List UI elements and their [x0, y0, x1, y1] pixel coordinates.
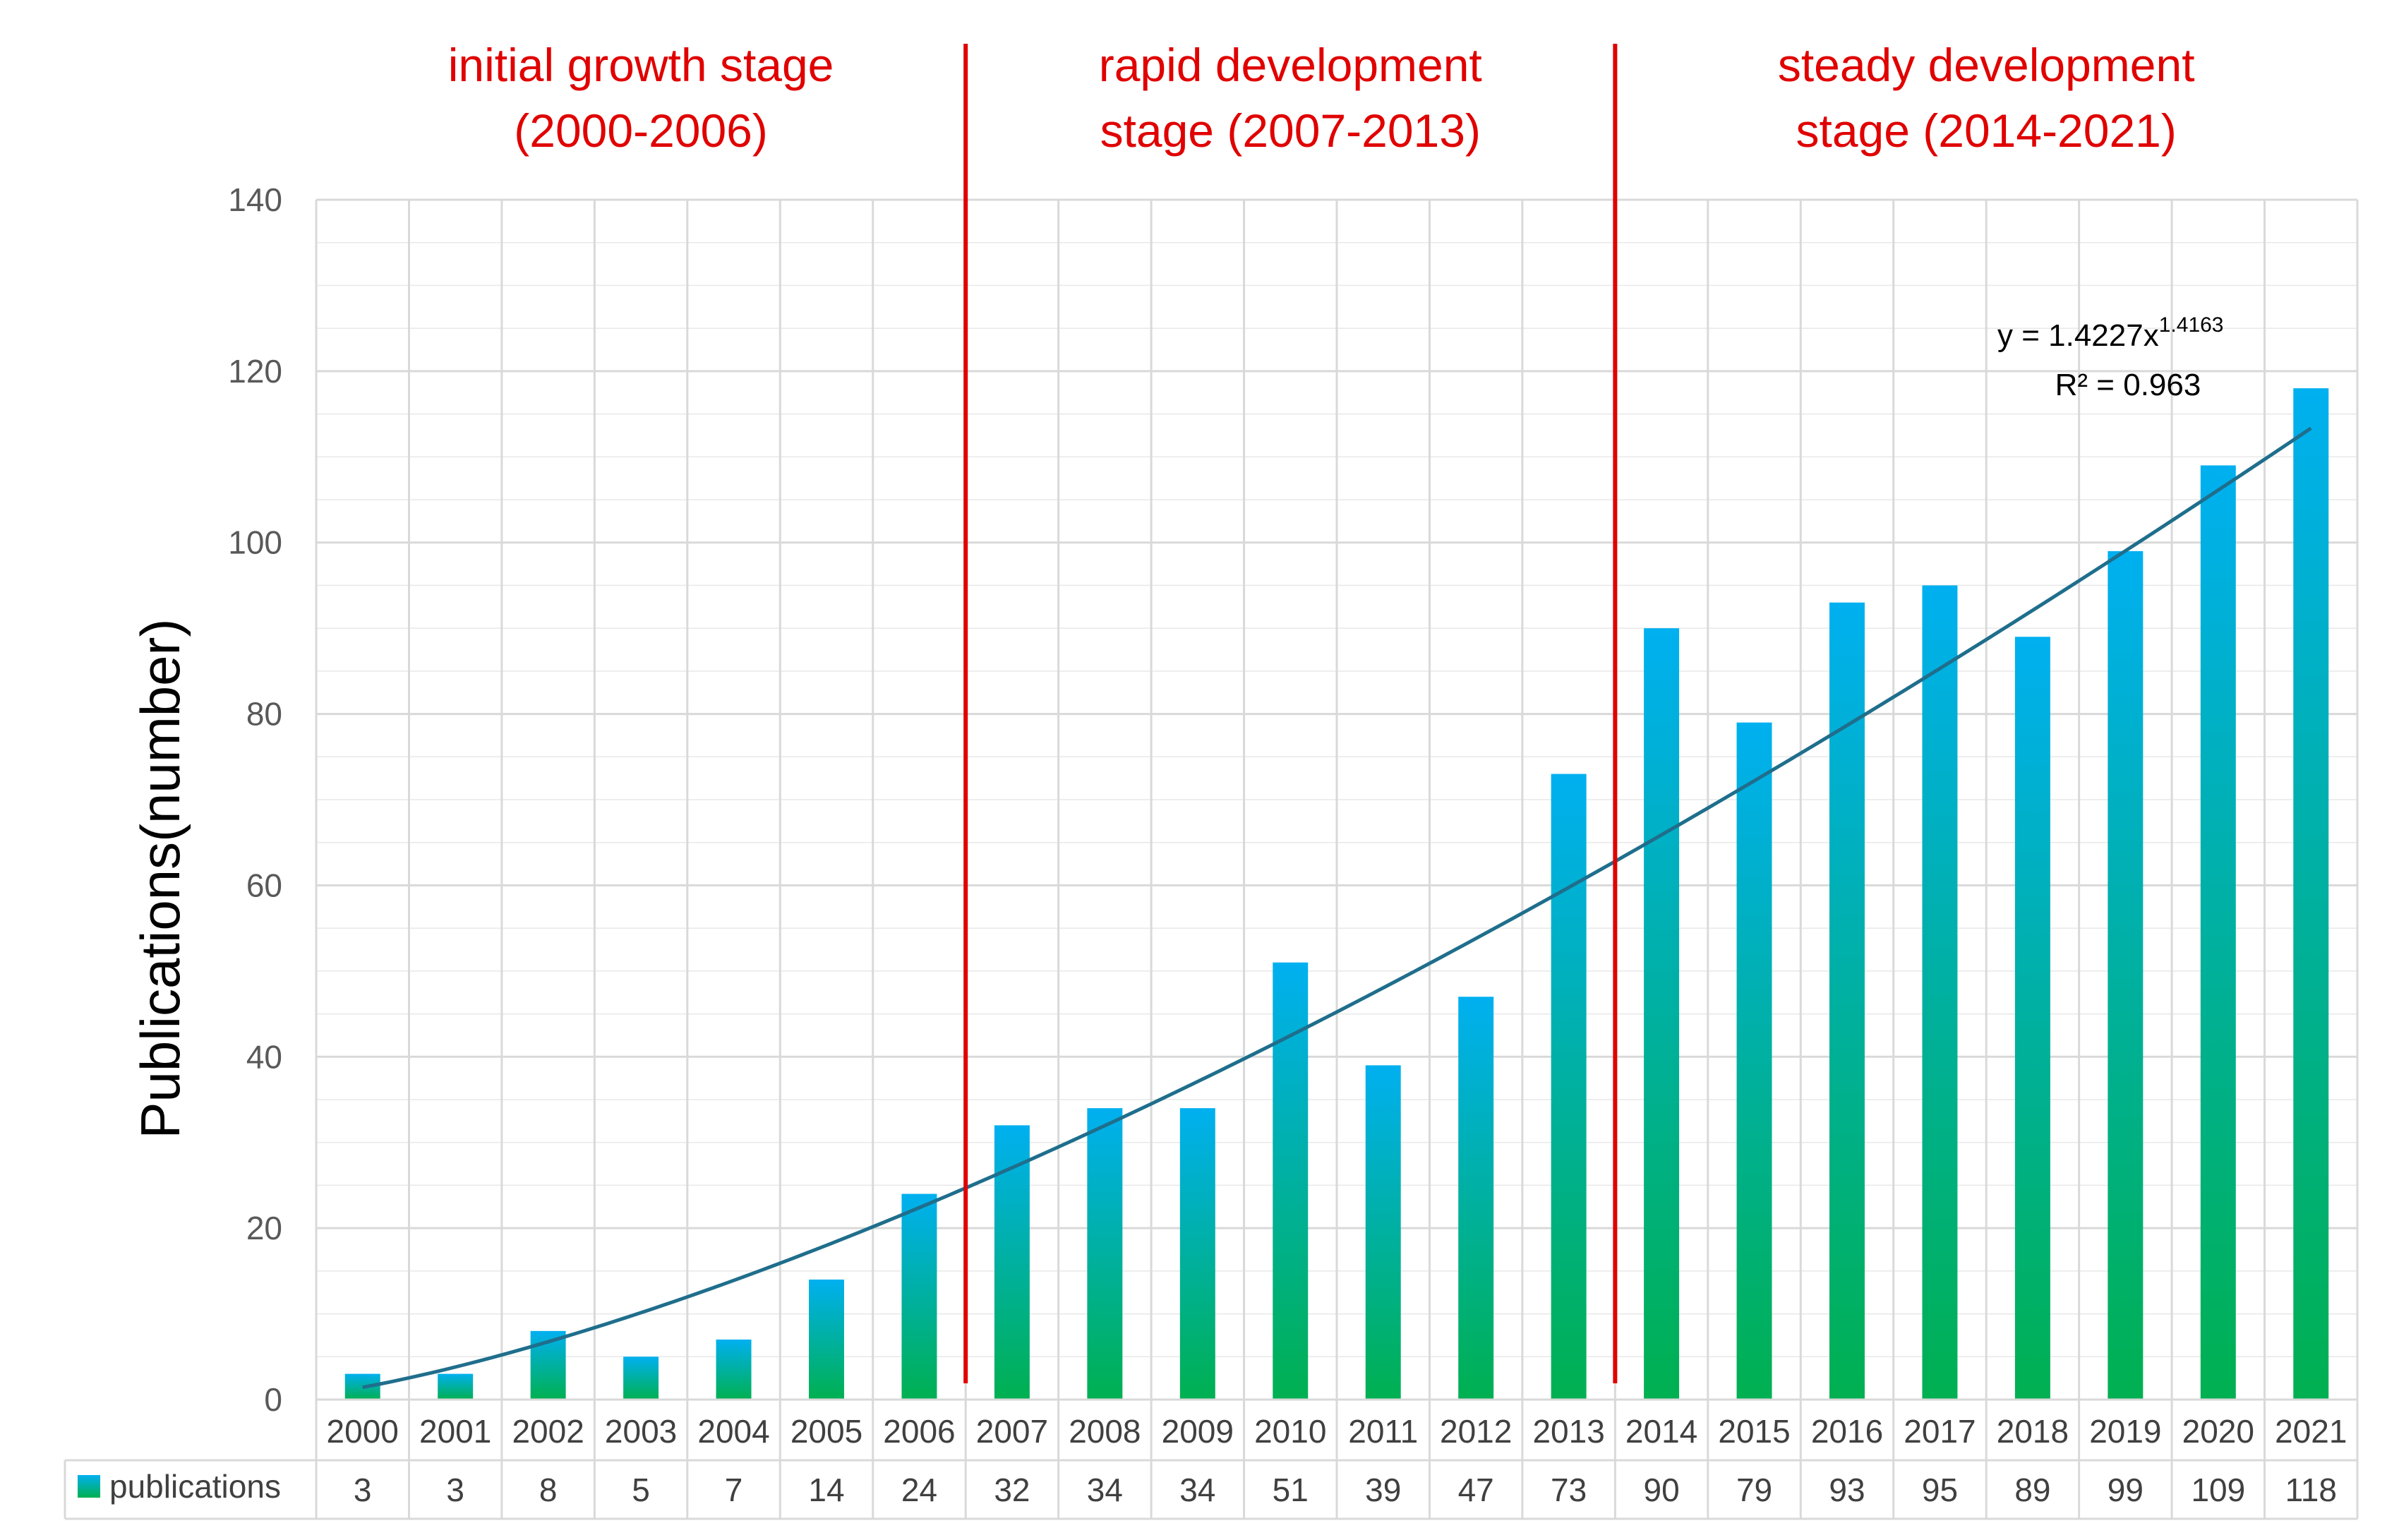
bar-2019: [2108, 551, 2144, 1400]
data-label: 90: [1644, 1472, 1680, 1508]
x-tick-label: 2001: [419, 1413, 491, 1450]
y-tick-label: 60: [246, 867, 282, 903]
bar-2016: [1829, 602, 1865, 1400]
data-label: 24: [901, 1472, 937, 1508]
y-tick-label: 20: [246, 1210, 282, 1246]
bar-2003: [623, 1356, 659, 1400]
data-label: 3: [354, 1472, 372, 1508]
y-tick-label: 40: [246, 1038, 282, 1075]
y-axis: 0 20 40 60 80 100 120 140: [228, 181, 282, 1418]
data-label: 8: [539, 1472, 558, 1508]
data-label: 32: [994, 1472, 1030, 1508]
data-label: 5: [632, 1472, 650, 1508]
x-tick-label: 2004: [697, 1413, 769, 1450]
y-tick-label: 120: [228, 353, 282, 390]
x-tick-label: 2008: [1069, 1413, 1141, 1450]
legend-label: publications: [109, 1468, 281, 1505]
x-tick-label: 2012: [1440, 1413, 1512, 1450]
bar-2021: [2293, 388, 2329, 1400]
data-label: 34: [1087, 1472, 1123, 1508]
bar-2009: [1179, 1108, 1215, 1400]
legend-swatch: [78, 1475, 100, 1498]
data-label: 14: [808, 1472, 844, 1508]
trendline-layer: [362, 426, 2312, 1390]
stage-label-line1: steady development: [1778, 39, 2195, 91]
x-tick-label: 2005: [790, 1413, 862, 1450]
bar-2012: [1458, 997, 1494, 1400]
stage-label-line1: rapid development: [1099, 39, 1482, 91]
data-table: 2000 2001 2002 2003 2004 2005 2006 2007 2008 2009…: [64, 1398, 2357, 1520]
x-tick-label: 2000: [327, 1413, 399, 1450]
x-tick-label: 2015: [1718, 1413, 1790, 1450]
data-label: 3: [446, 1472, 464, 1508]
bar-2014: [1644, 628, 1680, 1400]
data-label: 93: [1829, 1472, 1865, 1508]
bar-2005: [809, 1280, 844, 1400]
bar-2006: [901, 1193, 937, 1400]
bar-2011: [1365, 1065, 1401, 1400]
y-tick-label: 80: [246, 696, 282, 733]
data-label: 89: [2014, 1472, 2050, 1508]
trendline-r-squared: R² = 0.963: [2055, 368, 2201, 402]
x-tick-label: 2016: [1811, 1413, 1883, 1450]
grid-layer: [315, 198, 2359, 1519]
x-tick-label: 2007: [976, 1413, 1048, 1450]
x-tick-label: 2021: [2275, 1413, 2347, 1450]
x-tick-label: 2003: [605, 1413, 677, 1450]
data-label: 7: [725, 1472, 743, 1508]
stage-label-line2: stage (2014-2021): [1796, 104, 2176, 157]
bar-2004: [716, 1340, 752, 1400]
data-label: 95: [1922, 1472, 1958, 1508]
bar-2013: [1551, 774, 1587, 1400]
data-label: 47: [1458, 1472, 1494, 1508]
x-tick-label: 2006: [883, 1413, 955, 1450]
data-label: 51: [1273, 1472, 1309, 1508]
x-tick-label: 2011: [1348, 1413, 1418, 1450]
bar-2017: [1922, 585, 1958, 1400]
y-tick-label: 140: [228, 181, 282, 218]
bar-2020: [2200, 465, 2236, 1400]
x-tick-label: 2020: [2182, 1413, 2254, 1450]
x-tick-label: 2002: [512, 1413, 584, 1450]
stage-layer: initial growth stage (2000-2006) rapid dev…: [448, 39, 2195, 1383]
y-tick-label: 100: [228, 524, 282, 561]
data-label: 39: [1365, 1472, 1401, 1508]
trendline-equation-main: y = 1.4227x: [1997, 318, 2159, 353]
x-tick-label: 2018: [1997, 1413, 2069, 1450]
bar-2008: [1087, 1108, 1123, 1400]
data-label: 109: [2191, 1472, 2245, 1508]
trendline: [362, 426, 2312, 1390]
data-label: 79: [1736, 1472, 1772, 1508]
data-label: 99: [2108, 1472, 2144, 1508]
stage-label-line2: stage (2007-2013): [1100, 104, 1481, 157]
bars-layer: [344, 388, 2329, 1400]
bar-2001: [438, 1373, 474, 1400]
stage-label-line1: initial growth stage: [448, 39, 834, 91]
bar-2015: [1736, 722, 1772, 1400]
x-tick-label: 2013: [1532, 1413, 1604, 1450]
data-label: 34: [1179, 1472, 1215, 1508]
stage-label-line2: (2000-2006): [514, 104, 768, 157]
x-tick-label: 2014: [1625, 1413, 1697, 1450]
x-tick-label: 2019: [2089, 1413, 2161, 1450]
trendline-equation-exponent: 1.4163: [2159, 313, 2224, 337]
data-label: 73: [1551, 1472, 1587, 1508]
data-label: 118: [2285, 1472, 2337, 1508]
x-tick-label: 2010: [1254, 1413, 1326, 1450]
trendline-equation: y = 1.4227x1.4163: [1997, 313, 2224, 353]
x-tick-label: 2009: [1162, 1413, 1234, 1450]
bar-2018: [2014, 637, 2050, 1400]
y-axis-label: Publications(number): [129, 618, 191, 1138]
x-tick-label: 2017: [1904, 1413, 1976, 1450]
y-tick-label: 0: [264, 1381, 282, 1418]
